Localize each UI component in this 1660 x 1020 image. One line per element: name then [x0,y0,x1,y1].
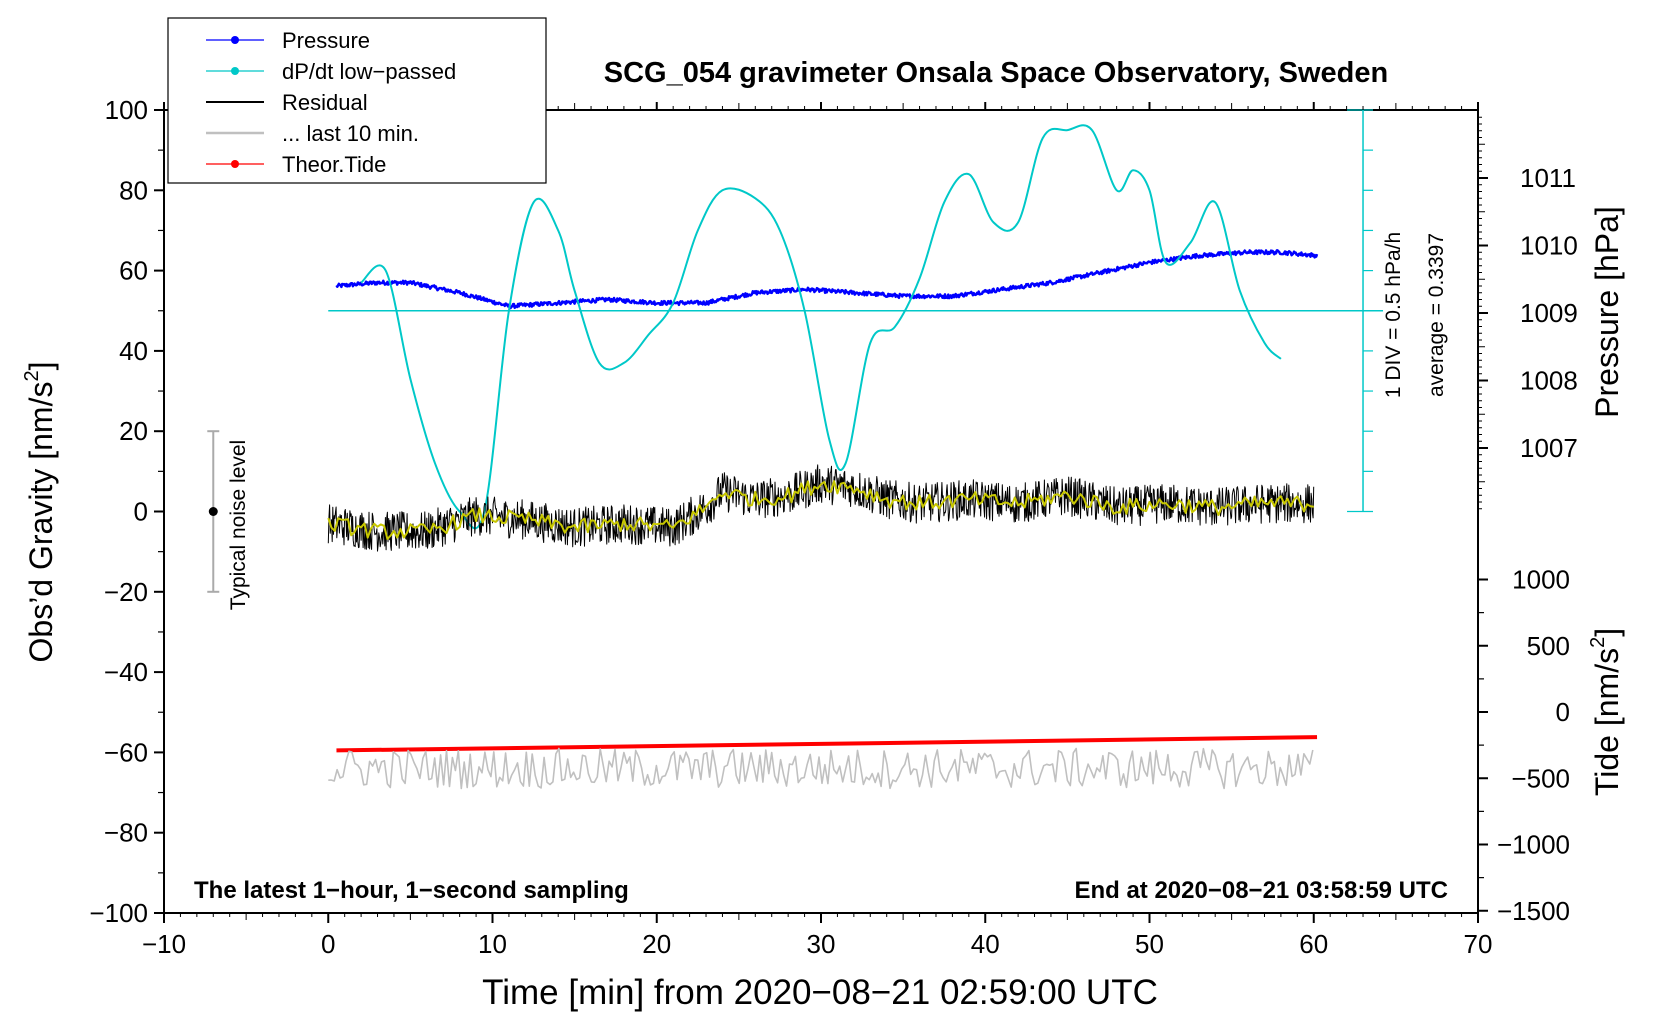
tide-tick-label-2: −500 [1511,763,1570,793]
x-tick-label-1: 0 [321,929,335,959]
tide-tick-label-3: 0 [1556,697,1570,727]
tide-tick-label-4: 500 [1527,631,1570,661]
tide-tick-label-0: −1500 [1497,896,1570,926]
annotation-bottom-left: The latest 1−hour, 1−second sampling [194,877,629,904]
x-tick-label-3: 20 [642,929,671,959]
y-left-tick-label-7: 40 [119,336,148,366]
legend: Pressure dP/dt low−passed Residual ... l… [167,17,547,184]
y-axis-left-label-sup: 2 [21,370,43,381]
x-tick-label-2: 10 [478,929,507,959]
legend-label-dpdt: dP/dt low−passed [282,59,456,84]
annotation-bottom-right: End at 2020−08−21 03:58:59 UTC [1074,877,1448,904]
x-tick-label-6: 50 [1135,929,1164,959]
legend-entry-residual: Residual [206,90,368,115]
series-residual-smoothed [327,480,1314,540]
legend-marker-tide [231,160,239,168]
y-left-tick-label-2: −60 [104,737,148,767]
tide-axis-label-text: Tide [nm/s [1589,648,1625,796]
y-left-tick-label-4: −20 [104,577,148,607]
y-left-tick-label-1: −80 [104,818,148,848]
y-left-tick-label-3: −40 [104,657,148,687]
pressure-tick-label-4: 1011 [1520,163,1576,193]
y-left-tick-label-0: −100 [89,898,148,928]
legend-entry-dpdt: dP/dt low−passed [206,59,456,84]
x-axis-label: Time [min] from 2020−08−21 02:59:00 UTC [482,973,1158,1012]
average-label: average = 0.3397 [1425,233,1448,397]
pressure-tick-label-1: 1008 [1520,366,1578,396]
y-left-tick-label-8: 60 [119,256,148,286]
x-tick-label-7: 60 [1299,929,1328,959]
legend-entry-pressure: Pressure [206,28,370,53]
x-tick-label-8: 70 [1464,929,1493,959]
x-tick-label-5: 40 [971,929,1000,959]
noise-bar-center [208,507,218,516]
y-left-tick-label-6: 20 [119,416,148,446]
series-theor-tide [336,735,1318,753]
pressure-tick-label-0: 1007 [1520,433,1578,463]
noise-label: Typical noise level [227,440,250,610]
legend-marker-pressure [231,36,239,44]
tide-axis-label-end: ] [1589,628,1625,637]
y-axis-left-label-end: ] [23,362,59,371]
x-tick-label-0: −10 [142,929,186,959]
legend-box [167,17,547,184]
y-axis-left-label: Obs’d Gravity [nm/s2] [21,362,59,663]
tide-axis-label-sup: 2 [1587,637,1609,648]
legend-label-pressure: Pressure [282,28,370,53]
y-axis-left-label-text: Obs’d Gravity [nm/s [23,382,59,663]
chart-title: SCG_054 gravimeter Onsala Space Observat… [604,57,1388,89]
series-pressure [335,249,1319,310]
pressure-axis-label: Pressure [hPa] [1589,206,1625,418]
legend-entry-tide: Theor.Tide [206,152,386,177]
series-last-10-min [328,747,1314,790]
pressure-tick-label-2: 1009 [1520,298,1578,328]
legend-label-tide: Theor.Tide [282,152,386,177]
y-left-tick-label-5: 0 [134,497,148,527]
series-dpdt [360,124,1282,530]
series-residual [327,464,1315,552]
y-left-tick-label-10: 100 [105,95,148,125]
tide-tick-label-1: −1000 [1497,830,1570,860]
tide-tick-label-5: 1000 [1512,565,1570,595]
legend-label-residual: Residual [282,90,368,115]
tide-axis-label: Tide [nm/s2] [1587,628,1625,796]
y-left-tick-label-9: 80 [119,175,148,205]
div-label: 1 DIV = 0.5 hPa/h [1382,232,1405,398]
legend-label-last10: ... last 10 min. [282,121,419,146]
axes-layer: −10 0 10 20 30 40 50 60 70−100−80−60−40−20020406… [89,95,1577,959]
legend-marker-dpdt [231,67,239,75]
x-tick-label-4: 30 [807,929,836,959]
legend-entry-last10: ... last 10 min. [206,121,419,146]
pressure-tick-label-3: 1010 [1520,231,1578,261]
series-layer [207,109,1384,790]
